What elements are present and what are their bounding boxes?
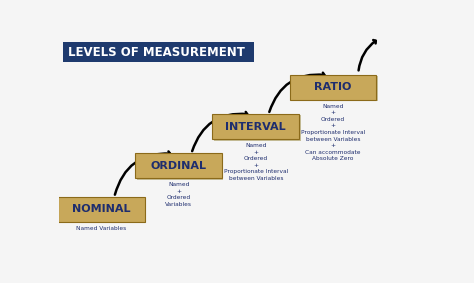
FancyBboxPatch shape bbox=[58, 197, 145, 222]
FancyBboxPatch shape bbox=[60, 198, 146, 223]
FancyBboxPatch shape bbox=[212, 114, 299, 139]
FancyBboxPatch shape bbox=[291, 76, 378, 101]
Text: Named
+
Ordered
Variables: Named + Ordered Variables bbox=[165, 182, 192, 207]
FancyBboxPatch shape bbox=[137, 155, 223, 180]
Text: Named
+
Ordered
+
Proportionate Interval
between Variables: Named + Ordered + Proportionate Interval… bbox=[224, 143, 288, 181]
FancyBboxPatch shape bbox=[214, 115, 301, 141]
Text: ORDINAL: ORDINAL bbox=[151, 161, 207, 171]
FancyBboxPatch shape bbox=[135, 153, 222, 179]
Text: INTERVAL: INTERVAL bbox=[226, 122, 286, 132]
Text: Named
+
Ordered
+
Proportionate Interval
between Variables
+
Can accommodate
Abs: Named + Ordered + Proportionate Interval… bbox=[301, 104, 365, 162]
Text: NOMINAL: NOMINAL bbox=[72, 204, 131, 215]
FancyBboxPatch shape bbox=[63, 42, 254, 62]
Text: LEVELS OF MEASUREMENT: LEVELS OF MEASUREMENT bbox=[68, 46, 245, 59]
Text: RATIO: RATIO bbox=[314, 82, 352, 92]
Text: Named Variables: Named Variables bbox=[76, 226, 127, 231]
FancyBboxPatch shape bbox=[290, 75, 376, 100]
